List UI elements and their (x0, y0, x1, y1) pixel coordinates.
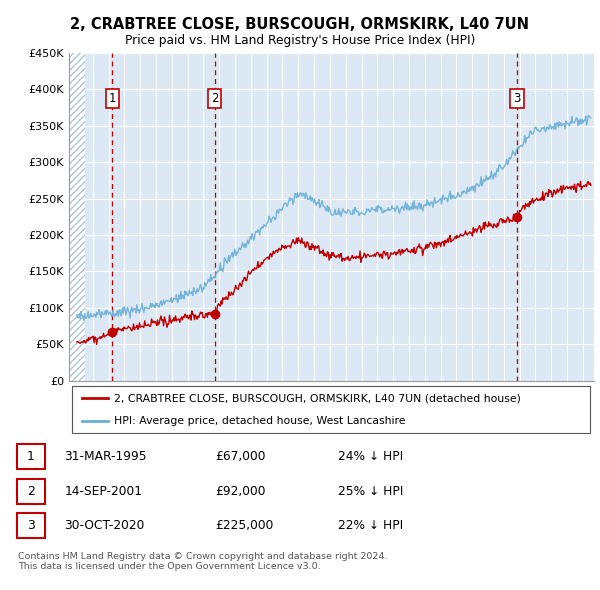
Bar (69, 53, 85, 381)
FancyBboxPatch shape (17, 513, 44, 538)
Text: 2, CRABTREE CLOSE, BURSCOUGH, ORMSKIRK, L40 7UN (detached house): 2, CRABTREE CLOSE, BURSCOUGH, ORMSKIRK, … (113, 394, 521, 404)
Text: 1: 1 (26, 450, 35, 463)
Text: 2, CRABTREE CLOSE, BURSCOUGH, ORMSKIRK, L40 7UN: 2, CRABTREE CLOSE, BURSCOUGH, ORMSKIRK, … (71, 17, 530, 31)
Text: 3: 3 (26, 519, 35, 532)
FancyBboxPatch shape (17, 479, 44, 504)
FancyBboxPatch shape (17, 444, 44, 469)
Text: 1: 1 (109, 93, 116, 106)
Text: 3: 3 (514, 93, 521, 106)
Text: Contains HM Land Registry data © Crown copyright and database right 2024.
This d: Contains HM Land Registry data © Crown c… (18, 552, 388, 571)
Text: 2: 2 (211, 93, 218, 106)
Text: £67,000: £67,000 (216, 450, 266, 463)
Text: 31-MAR-1995: 31-MAR-1995 (64, 450, 147, 463)
Text: 30-OCT-2020: 30-OCT-2020 (64, 519, 145, 532)
Text: 24% ↓ HPI: 24% ↓ HPI (338, 450, 403, 463)
Text: 25% ↓ HPI: 25% ↓ HPI (338, 484, 403, 498)
Text: £225,000: £225,000 (216, 519, 274, 532)
Text: HPI: Average price, detached house, West Lancashire: HPI: Average price, detached house, West… (113, 415, 405, 425)
Text: £92,000: £92,000 (216, 484, 266, 498)
Text: 22% ↓ HPI: 22% ↓ HPI (338, 519, 403, 532)
Text: Price paid vs. HM Land Registry's House Price Index (HPI): Price paid vs. HM Land Registry's House … (125, 34, 475, 47)
Text: 2: 2 (26, 484, 35, 498)
FancyBboxPatch shape (71, 386, 590, 432)
Text: 14-SEP-2001: 14-SEP-2001 (64, 484, 142, 498)
